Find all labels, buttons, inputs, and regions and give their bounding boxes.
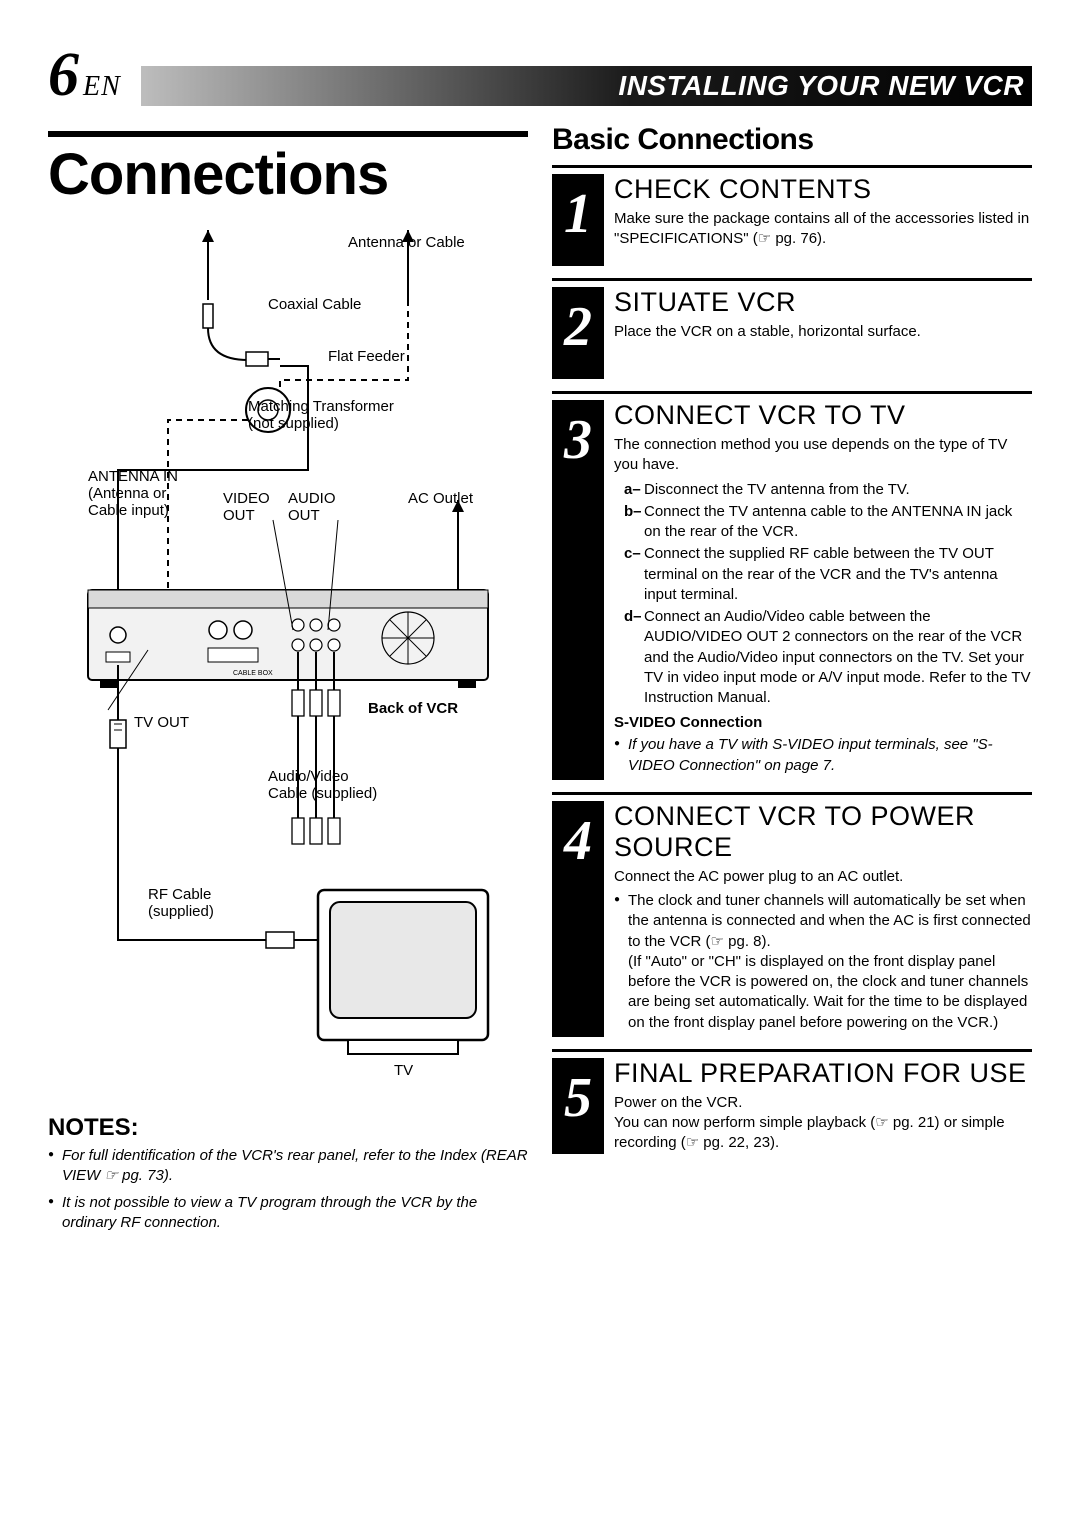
page-number: 6 [48, 40, 79, 111]
step-number: 3 [552, 400, 604, 780]
svideo-bullets: If you have a TV with S-VIDEO input term… [614, 735, 1032, 776]
substep: d–Connect an Audio/Video cable between t… [624, 607, 1032, 708]
step-3: 3 CONNECT VCR TO TV The connection metho… [552, 400, 1032, 780]
lbl-antenna-in: ANTENNA IN (Antenna or Cable input) [88, 468, 178, 519]
lbl-tv: TV [394, 1062, 413, 1079]
page-number-block: 6 EN [48, 40, 121, 111]
lbl-audio-out: AUDIO OUT [288, 490, 336, 524]
note-item: It is not possible to view a TV program … [48, 1193, 528, 1234]
step-number: 5 [552, 1058, 604, 1154]
page-header: 6 EN INSTALLING YOUR NEW VCR [48, 40, 1032, 111]
lbl-matching-transformer: Matching Transformer (not supplied) [248, 398, 394, 432]
step-text: Place the VCR on a stable, horizontal su… [614, 322, 1032, 342]
step-title: SITUATE VCR [614, 287, 1032, 318]
step-title: CONNECT VCR TO POWER SOURCE [614, 801, 1032, 863]
rule-mid [552, 1049, 1032, 1052]
note-item: For full identification of the VCR's rea… [48, 1146, 528, 1187]
lbl-flat-feeder: Flat Feeder [328, 348, 405, 365]
lbl-tv-out: TV OUT [134, 714, 189, 731]
step-4-bullet: The clock and tuner channels will automa… [614, 891, 1032, 1033]
step-title: CHECK CONTENTS [614, 174, 1032, 205]
lbl-video-out: VIDEO OUT [223, 490, 270, 524]
step-number: 1 [552, 174, 604, 266]
page-lang: EN [83, 71, 121, 103]
step-number: 2 [552, 287, 604, 379]
step-3-substeps: a–Disconnect the TV antenna from the TV.… [624, 480, 1032, 709]
step-4: 4 CONNECT VCR TO POWER SOURCE Connect th… [552, 801, 1032, 1037]
step-text: Connect the AC power plug to an AC outle… [614, 867, 1032, 887]
svideo-title: S-VIDEO Connection [614, 714, 1032, 731]
lbl-av-cable: Audio/Video Cable (supplied) [268, 768, 377, 802]
substep: b–Connect the TV antenna cable to the AN… [624, 502, 1032, 543]
notes-title: NOTES: [48, 1114, 528, 1142]
lbl-back-of-vcr: Back of VCR [368, 700, 458, 717]
step-4-bullets: The clock and tuner channels will automa… [614, 891, 1032, 1033]
header-title: INSTALLING YOUR NEW VCR [141, 66, 1032, 106]
step-text: The connection method you use depends on… [614, 435, 1032, 476]
section-title: Basic Connections [552, 123, 1032, 157]
svg-text:CABLE BOX: CABLE BOX [233, 670, 273, 677]
rule-mid [552, 792, 1032, 795]
rule-mid [552, 391, 1032, 394]
step-1: 1 CHECK CONTENTS Make sure the package c… [552, 174, 1032, 266]
step-title: FINAL PREPARATION FOR USE [614, 1058, 1032, 1089]
lbl-rf-cable: RF Cable (supplied) [148, 886, 214, 920]
left-column: Connections [48, 123, 528, 1239]
rule-mid [552, 165, 1032, 168]
substep: a–Disconnect the TV antenna from the TV. [624, 480, 1032, 500]
svideo-bullet: If you have a TV with S-VIDEO input term… [614, 735, 1032, 776]
step-number: 4 [552, 801, 604, 1037]
step-5: 5 FINAL PREPARATION FOR USE Power on the… [552, 1058, 1032, 1154]
lbl-antenna-or-cable: Antenna or Cable [348, 234, 465, 251]
notes-list: For full identification of the VCR's rea… [48, 1146, 528, 1233]
step-text: Power on the VCR. You can now perform si… [614, 1093, 1032, 1154]
rule-thick [48, 131, 528, 137]
lbl-ac-outlet: AC Outlet [408, 490, 473, 507]
right-column: Basic Connections 1 CHECK CONTENTS Make … [552, 123, 1032, 1239]
step-title: CONNECT VCR TO TV [614, 400, 1032, 431]
main-title: Connections [48, 141, 528, 208]
rule-mid [552, 278, 1032, 281]
connection-diagram: CABLE BOX [48, 220, 528, 1100]
step-text: Make sure the package contains all of th… [614, 209, 1032, 250]
lbl-coaxial-cable: Coaxial Cable [268, 296, 361, 313]
substep: c–Connect the supplied RF cable between … [624, 544, 1032, 605]
step-2: 2 SITUATE VCR Place the VCR on a stable,… [552, 287, 1032, 379]
